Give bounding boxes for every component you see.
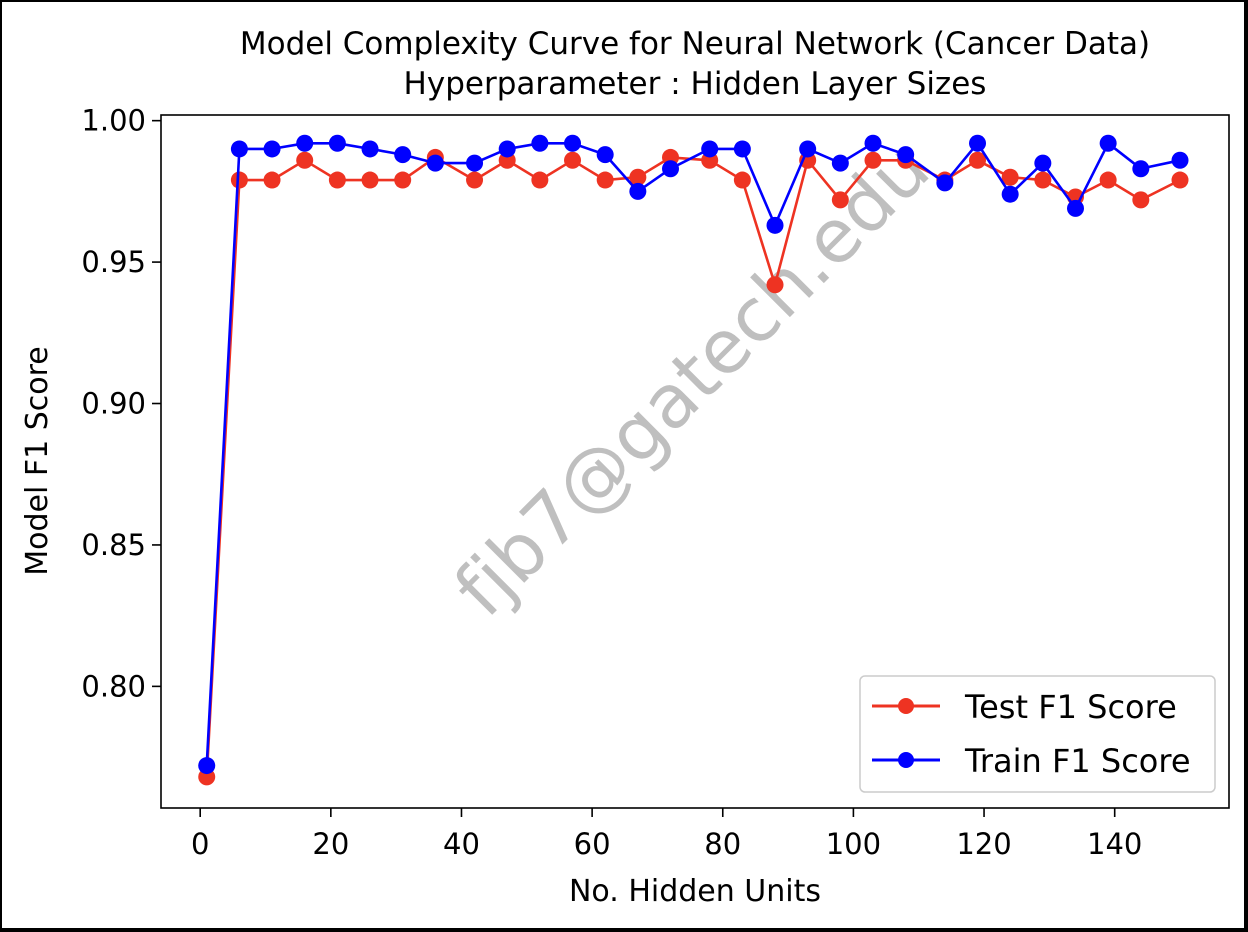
plot-area: 0 20 40 60 80 100 120 140 0.80 0.85 0.90 0.95 1.00 [81,104,1189,861]
train-f1-score-point [596,146,614,164]
x-tick-label: 40 [443,827,480,861]
test-f1-score-point [361,171,379,189]
train-f1-score-line [205,142,1181,766]
train-f1-score-point [733,140,751,158]
test-f1-score-point [1099,171,1117,189]
y-tick-label: 1.00 [81,104,146,138]
train-f1-score-point [799,140,817,158]
test-f1-score-point [1132,191,1150,209]
train-f1-score-point [662,160,680,178]
test-f1-score-point [969,151,987,169]
train-f1-score-point [296,134,314,152]
test-f1-score-point [733,171,751,189]
legend: Test F1 Score Train F1 Score [859,675,1216,793]
x-tick-label: 0 [191,827,209,861]
chart-subtitle: Hyperparameter : Hidden Layer Sizes [404,66,987,102]
legend-test-marker [898,698,914,714]
x-tick-label: 120 [956,827,1011,861]
chart-title: Model Complexity Curve for Neural Networ… [240,26,1150,62]
test-f1-score-point [831,191,849,209]
y-tick-label: 0.95 [81,245,146,279]
train-f1-score-point [230,140,248,158]
train-f1-score-point [328,134,346,152]
train-f1-score-point [198,757,216,775]
test-f1-score-point [766,276,784,294]
train-f1-score-point [897,146,915,164]
train-f1-score-point [394,146,412,164]
train-f1-score-point [361,140,379,158]
train-f1-score-point [864,134,882,152]
train-f1-score-point [531,134,549,152]
legend-box [859,675,1216,793]
x-tick-label: 60 [574,827,611,861]
y-axis-label: Model F1 Score [20,346,55,576]
legend-train-marker [898,752,914,768]
test-f1-score-point [531,171,549,189]
test-f1-score-point [296,151,314,169]
test-f1-score-point [394,171,412,189]
train-f1-score-point [466,154,484,172]
x-tick-label: 80 [704,827,741,861]
test-f1-score-point [564,151,582,169]
train-f1-score-point [498,140,516,158]
x-tick-label: 100 [826,827,881,861]
y-tick-label: 0.90 [81,387,146,421]
test-f1-score-point [263,171,281,189]
train-f1-score-point [1034,154,1052,172]
test-f1-score-point [466,171,484,189]
test-f1-score-point [596,171,614,189]
train-f1-score-point [263,140,281,158]
test-f1-score-point [864,151,882,169]
train-f1-score-point [766,216,784,234]
watermark-text: fjb7@gatech.edu [438,125,946,633]
legend-train-label: Train F1 Score [964,742,1191,780]
x-tick-label: 140 [1087,827,1142,861]
train-f1-score-point [1099,134,1117,152]
train-f1-score-point [831,154,849,172]
test-f1-score-point [1034,171,1052,189]
train-f1-score-point [629,182,647,200]
y-tick-label: 0.85 [81,528,146,562]
test-f1-score-point [1171,171,1189,189]
train-f1-score-point [936,174,954,192]
test-f1-score-point [629,168,647,186]
test-f1-score-point [1001,168,1019,186]
train-f1-score-point [701,140,719,158]
x-tick-label: 20 [312,827,349,861]
train-f1-score-point [1171,151,1189,169]
plot-frame [160,114,1230,809]
train-f1-score-point [1132,160,1150,178]
train-f1-score-point [969,134,987,152]
legend-test-label: Test F1 Score [964,688,1177,726]
y-tick-label: 0.80 [81,669,146,703]
train-f1-score-point [426,154,444,172]
test-f1-score-point [230,171,248,189]
test-f1-score-point [328,171,346,189]
train-f1-score-point [1001,185,1019,203]
train-f1-score-point [564,134,582,152]
train-f1-score-point [1066,199,1084,217]
x-axis-label: No. Hidden Units [569,874,821,909]
